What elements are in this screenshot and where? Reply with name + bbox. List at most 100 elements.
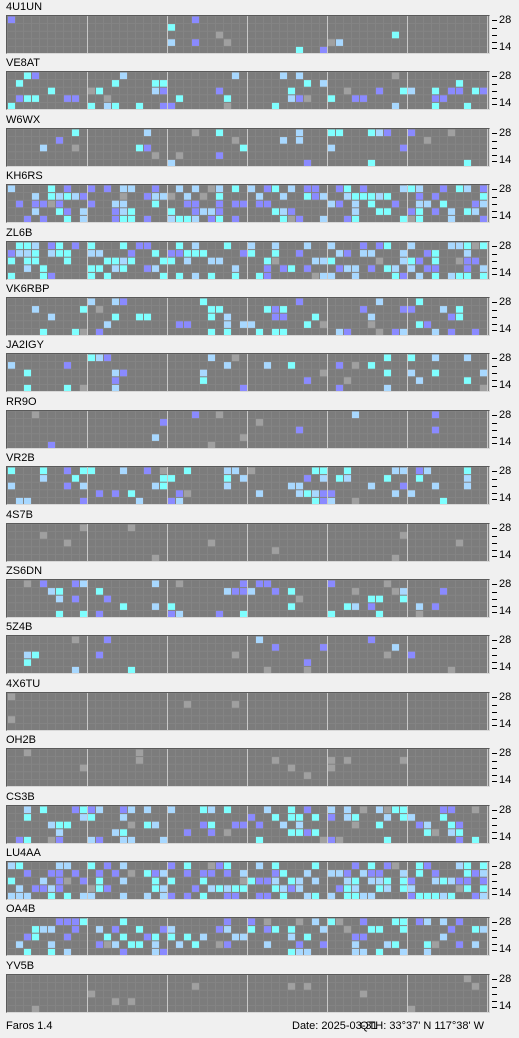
axis-label-top: 28 [499, 126, 512, 139]
beacon-grid [6, 691, 490, 731]
axis-tick [492, 211, 497, 213]
beacon-name: CS3B [6, 790, 35, 803]
axis-label-top: 28 [499, 239, 512, 252]
axis-tick [492, 20, 497, 21]
axis-tick [492, 696, 497, 698]
axis-tick [492, 358, 497, 360]
axis-label-bottom: 14 [499, 379, 512, 392]
axis-tick [492, 768, 497, 770]
axis-tick [492, 35, 497, 36]
beacon-name: 5Z4B [6, 621, 33, 634]
beacon-panel-5z4b: 5Z4B 28 14 [0, 620, 519, 676]
axis-tick [492, 140, 497, 142]
axis-tick [492, 874, 497, 875]
axis-label-bottom: 14 [499, 97, 512, 110]
beacon-name: 4X6TU [6, 677, 41, 690]
axis-tick [492, 881, 497, 882]
axis-tick [492, 937, 497, 939]
beacon-name: VK6RBP [6, 283, 50, 295]
axis-tick [492, 753, 497, 755]
band-axis: 28 14 [491, 917, 519, 956]
band-axis: 28 14 [491, 803, 519, 844]
band-axis: 28 14 [491, 126, 519, 167]
axis-tick [492, 380, 497, 382]
beacon-grid [6, 127, 490, 167]
axis-tick [492, 824, 497, 826]
beacon-name: YV5B [6, 959, 35, 972]
axis-label-top: 28 [499, 465, 512, 478]
band-axis: 28 14 [491, 184, 519, 223]
beacon-name: 4U1UN [6, 1, 43, 13]
beacon-grid [6, 861, 490, 900]
axis-tick [492, 930, 497, 932]
beacon-panel-4x6tu: 4X6TU 28 14 [0, 677, 519, 733]
axis-tick [492, 535, 497, 537]
beacon-panel-zs6dn: ZS6DN 28 14 [0, 564, 519, 620]
band-axis: 28 14 [491, 579, 519, 618]
axis-tick [492, 978, 497, 980]
band-axis: 28 14 [491, 408, 519, 449]
axis-label-top: 28 [499, 70, 512, 83]
beacon-panel-ve8at: VE8AT 28 14 [0, 56, 519, 112]
axis-tick [492, 471, 497, 473]
axis-tick [492, 324, 497, 325]
axis-label-top: 28 [499, 408, 512, 421]
axis-label-top: 28 [499, 803, 512, 816]
axis-tick [492, 555, 497, 557]
beacon-grid [6, 635, 490, 675]
axis-label-bottom: 14 [499, 887, 512, 899]
beacon-grid [6, 579, 490, 618]
axis-tick [492, 84, 497, 86]
axis-tick [492, 655, 497, 657]
axis-tick [492, 648, 497, 650]
beacon-grid [6, 409, 490, 449]
axis-tick [492, 993, 497, 995]
axis-tick [492, 922, 497, 924]
axis-tick [492, 809, 497, 811]
axis-tick [492, 422, 497, 424]
axis-label-bottom: 14 [499, 323, 512, 335]
axis-label-top: 28 [499, 747, 512, 760]
app-version: Faros 1.4 [6, 1020, 53, 1032]
axis-tick [492, 486, 497, 488]
status-bar: Faros 1.4 Date: 2025-03-31 QTH: 33°37' N… [0, 1014, 519, 1038]
axis-tick [492, 373, 497, 375]
axis-tick [492, 260, 497, 262]
axis-tick [492, 662, 497, 664]
axis-label-bottom: 14 [499, 605, 512, 617]
band-axis: 28 14 [491, 635, 519, 674]
beacon-panel-oa4b: OA4B 28 14 [0, 902, 519, 958]
band-axis: 28 14 [491, 690, 519, 731]
axis-tick [492, 606, 497, 607]
axis-tick [492, 132, 497, 134]
axis-label-bottom: 14 [499, 210, 512, 223]
axis-tick [492, 91, 497, 93]
axis-tick [492, 831, 497, 833]
band-axis: 28 14 [491, 522, 519, 562]
axis-label-bottom: 14 [499, 435, 512, 448]
axis-label-top: 28 [499, 860, 512, 872]
band-axis: 28 14 [491, 239, 519, 280]
beacon-name: RR9O [6, 395, 37, 408]
beacon-grid [6, 240, 490, 280]
beacon-panel-4s7b: 4S7B 28 14 [0, 508, 519, 564]
axis-tick [492, 724, 497, 726]
axis-label-bottom: 14 [499, 548, 512, 561]
band-axis: 28 14 [491, 71, 519, 110]
axis-tick [492, 612, 497, 613]
axis-tick [492, 592, 497, 593]
beacon-grid [6, 973, 490, 1013]
beacon-grid [6, 917, 490, 957]
beacon-panel-vk6rbp: VK6RBP 28 14 [0, 282, 519, 338]
axis-tick [492, 189, 497, 191]
axis-tick [492, 267, 497, 269]
beacon-name: 4S7B [6, 508, 33, 521]
beacon-panel-cs3b: CS3B 28 14 [0, 790, 519, 846]
beacon-grid [6, 748, 490, 788]
beacon-name: KH6RS [6, 170, 43, 183]
axis-tick [492, 711, 497, 713]
date-readout: Date: 2025-03-31 [292, 1020, 378, 1032]
beacon-panel-zl6b: ZL6B 28 14 [0, 226, 519, 282]
axis-label-top: 28 [499, 690, 512, 703]
beacon-grid [6, 804, 490, 844]
